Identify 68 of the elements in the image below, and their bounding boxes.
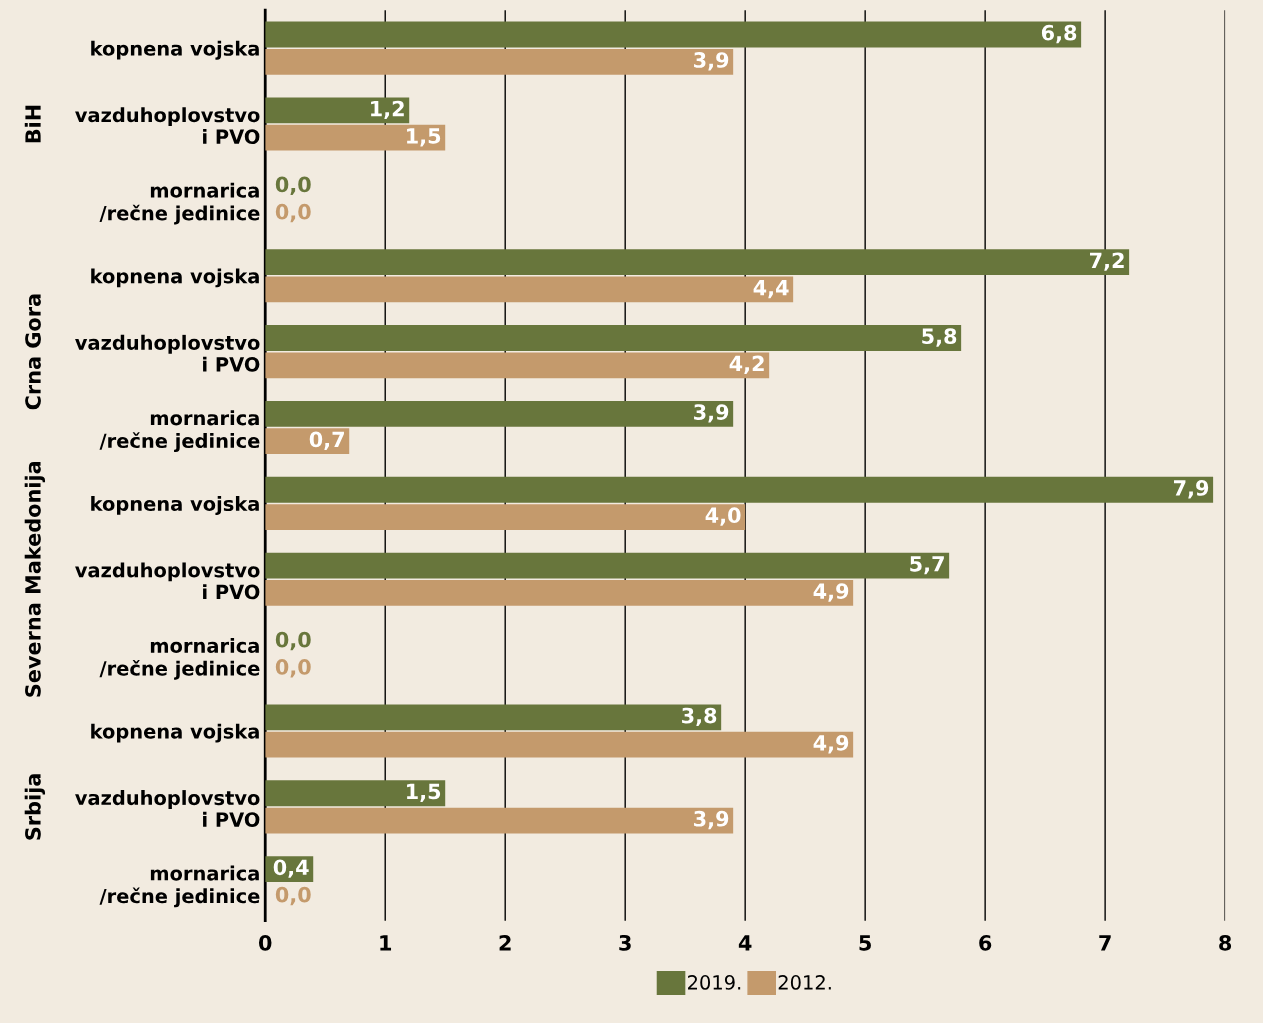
y-tick-label: mornarica /rečne jedinice xyxy=(99,410,260,453)
bar xyxy=(265,476,1214,503)
bar xyxy=(265,276,794,303)
data-label: 0,0 xyxy=(275,203,311,223)
data-label: 4,9 xyxy=(813,734,849,754)
y-tick-label: mornarica /rečne jedinice xyxy=(99,637,260,680)
bar xyxy=(265,704,722,731)
x-tick-label: 2 xyxy=(499,934,511,951)
y-tick-label: mornarica /rečne jedinice xyxy=(99,182,260,225)
data-label: 0,7 xyxy=(309,431,344,450)
data-label: 0,0 xyxy=(275,631,311,651)
x-tick-label: 8 xyxy=(1219,934,1232,951)
y-tick-label: mornarica /rečne jedinice xyxy=(99,865,260,908)
data-label: 4,9 xyxy=(813,583,849,602)
bar xyxy=(265,504,746,530)
bar xyxy=(265,400,734,427)
data-label: 3,8 xyxy=(682,707,717,727)
data-label: 6,8 xyxy=(1041,24,1077,44)
x-tick-label: 3 xyxy=(619,934,631,951)
data-label: 1,5 xyxy=(407,128,441,147)
x-tick-label: 6 xyxy=(979,934,992,951)
data-label: 0,0 xyxy=(275,176,311,195)
bar xyxy=(265,97,410,124)
bar xyxy=(265,352,770,379)
bar xyxy=(265,249,1130,276)
data-label: 7,2 xyxy=(1090,252,1124,271)
y-tick-label: vazduhoplovstvo i PVO xyxy=(75,562,260,600)
text: BiH xyxy=(24,105,41,143)
data-label: 5,7 xyxy=(910,556,944,575)
data-label: 0,4 xyxy=(273,859,309,878)
x-tick-label: 4 xyxy=(738,935,752,951)
data-label: 3,9 xyxy=(694,404,729,423)
bar xyxy=(265,580,854,606)
bar xyxy=(265,807,734,834)
y-tick-label: kopnena vojska xyxy=(91,268,259,288)
data-label: 1,5 xyxy=(407,783,441,802)
y-tick-label: vazduhoplovstvo i PVO xyxy=(75,790,260,827)
bar xyxy=(265,552,950,579)
y-tick-label: kopnena vojska xyxy=(91,40,259,60)
data-label: 4,0 xyxy=(705,507,741,526)
x-tick-label: 7 xyxy=(1099,935,1111,951)
data-label: 1,2 xyxy=(371,100,404,120)
data-label: 7,9 xyxy=(1174,480,1209,499)
data-label: 4,2 xyxy=(729,355,764,375)
x-tick-label: 0 xyxy=(258,934,272,951)
bar xyxy=(265,731,854,758)
y-tick-label: vazduhoplovstvo i PVO xyxy=(75,334,260,372)
y-tick-label: vazduhoplovstvo i PVO xyxy=(75,107,260,145)
y-tick-label: kopnena vojska xyxy=(91,496,259,515)
bar xyxy=(265,325,962,351)
data-label: 3,9 xyxy=(694,52,729,71)
data-label: 0,0 xyxy=(275,886,311,906)
legend-label: 2019. xyxy=(688,975,741,990)
legend-label: 2012. xyxy=(778,975,831,990)
x-tick-label: 5 xyxy=(859,935,871,951)
text: Crna Gora xyxy=(25,294,41,410)
text: Severna Makedonija xyxy=(24,461,46,697)
data-label: 4,4 xyxy=(753,280,789,299)
text: Srbija xyxy=(24,774,46,840)
y-tick-label: kopnena vojska xyxy=(91,723,259,743)
bar xyxy=(265,48,734,75)
bar xyxy=(265,21,1082,48)
bar xyxy=(265,780,446,807)
data-label: 5,8 xyxy=(922,328,957,347)
bar xyxy=(265,124,446,151)
x-tick-label: 1 xyxy=(380,935,392,951)
data-label: 0,0 xyxy=(275,659,311,678)
data-label: 3,9 xyxy=(694,810,729,830)
